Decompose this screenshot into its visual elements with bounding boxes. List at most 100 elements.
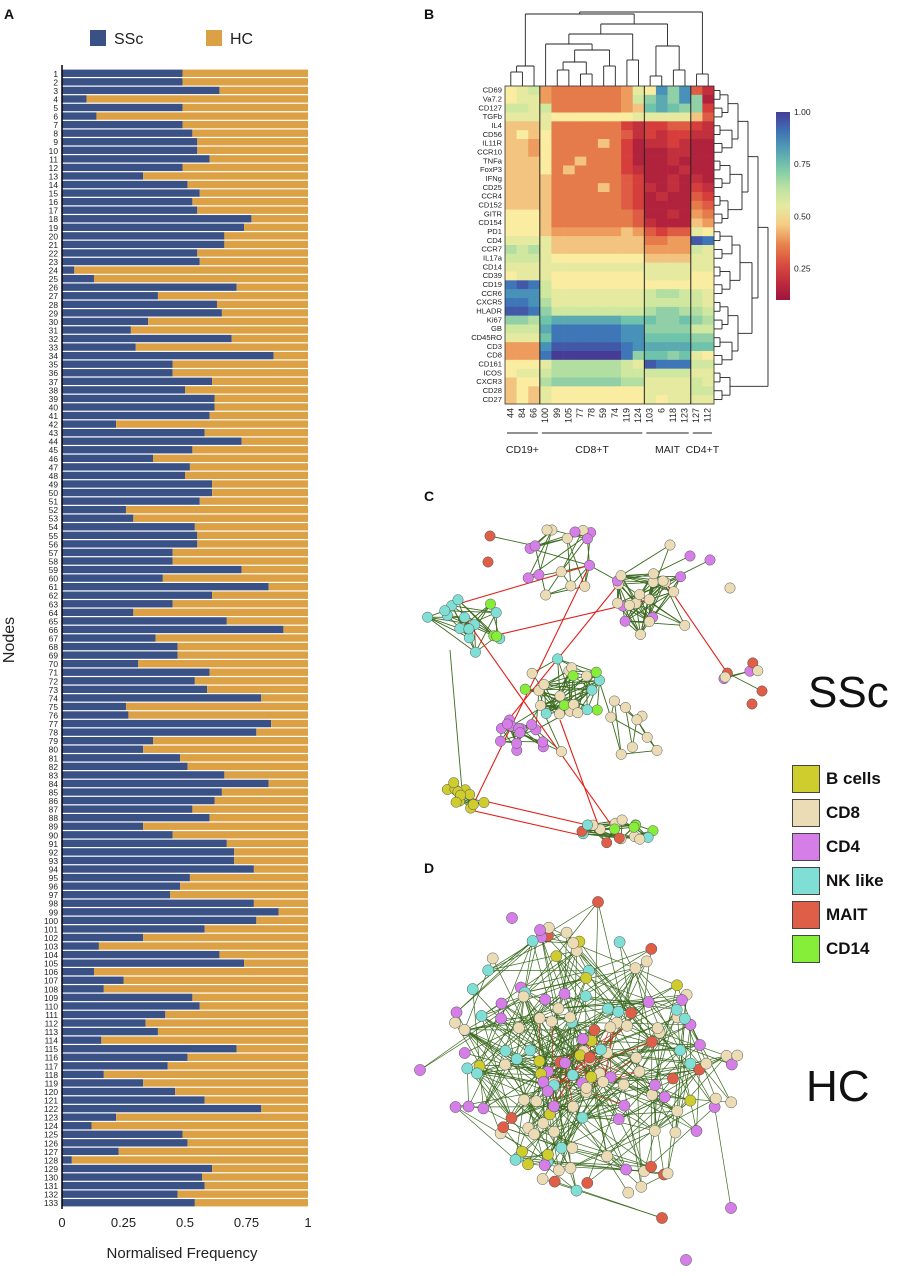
network-d-node <box>522 1158 534 1171</box>
network-c-edge <box>621 749 658 755</box>
network-c-node <box>478 797 490 808</box>
heatmap-cell-CD19-100 <box>539 280 552 290</box>
y-tick-label-11: 11 <box>49 154 58 164</box>
bar-ssc-node-17 <box>62 206 198 214</box>
bar-hc-node-82 <box>187 762 308 771</box>
network-d-edge <box>419 996 524 1071</box>
y-tick-label-34: 34 <box>49 351 59 361</box>
bar-hc-node-7 <box>182 120 308 129</box>
bar-hc-node-22 <box>197 249 308 257</box>
heatmap-cell-CD161-112 <box>702 359 715 369</box>
network-c-red-edge <box>559 719 601 831</box>
heatmap-cell-GB-6 <box>655 324 668 334</box>
heatmap-cell-CCR10-100 <box>539 147 552 157</box>
heatmap-cell-CD152-123 <box>679 200 692 210</box>
heatmap-cell-CD27-77 <box>574 395 587 405</box>
network-d-node <box>541 1085 554 1098</box>
bar-ssc-node-73 <box>62 685 208 694</box>
y-tick-label-10: 10 <box>49 146 59 156</box>
network-d-node <box>471 1067 483 1080</box>
heatmap-cell-CD127-77 <box>574 103 587 113</box>
network-c-node <box>558 699 570 711</box>
y-tick-label-25: 25 <box>49 274 59 284</box>
bar-hc-node-94 <box>253 865 308 873</box>
network-d-node <box>537 1117 550 1130</box>
heatmap-cell-CD25-66 <box>528 183 541 193</box>
network-d-edge <box>468 992 526 1107</box>
bar-ssc-node-42 <box>62 420 117 428</box>
heatmap-cell-CD25-105 <box>563 183 575 193</box>
heatmap-cell-IFNg-123 <box>679 174 692 184</box>
heatmap-cell-IFNg-119 <box>621 174 634 184</box>
panel-c-network-ssc <box>422 524 768 849</box>
heatmap-cell-CXCR5-44 <box>505 298 517 308</box>
network-d-node <box>690 1125 703 1137</box>
heatmap-cell-CD25-84 <box>516 183 529 193</box>
network-c-node <box>605 711 617 723</box>
heatmap-cell-CD27-123 <box>679 395 692 405</box>
heatmap-col-label-100: 100 <box>540 408 550 423</box>
heatmap-cell-CD56-119 <box>621 130 634 140</box>
heatmap-cell-CD161-105 <box>563 359 575 369</box>
heatmap-cell-GB-123 <box>679 324 692 334</box>
heatmap-cell-CD8-124 <box>632 351 645 361</box>
heatmap-cell-CXCR3-127 <box>690 377 703 387</box>
heatmap-cell-CXCR3-119 <box>621 377 634 387</box>
heatmap-cell-CCR6-105 <box>563 289 575 299</box>
heatmap-cell-Ki67-44 <box>505 315 517 325</box>
network-c-node <box>613 832 625 844</box>
bar-ssc-node-93 <box>62 856 235 865</box>
heatmap-cell-IL4-112 <box>702 121 715 131</box>
network-c-node <box>535 700 547 712</box>
y-tick-label-8: 8 <box>53 129 58 139</box>
bar-hc-node-114 <box>101 1036 308 1044</box>
network-c-edge <box>613 700 622 755</box>
network-d-node <box>486 952 499 965</box>
bar-ssc-node-129 <box>62 1164 213 1173</box>
network-d-node <box>577 1033 589 1045</box>
heatmap-cell-CXCR3-123 <box>679 377 692 387</box>
y-tick-label-18: 18 <box>49 214 59 224</box>
network-d-node <box>612 1113 625 1126</box>
heatmap-cell-CD45RO-6 <box>655 333 668 343</box>
y-tick-label-84: 84 <box>49 779 59 789</box>
heatmap-cell-IL4-123 <box>679 121 692 131</box>
bar-hc-node-111 <box>165 1010 308 1019</box>
heatmap-cell-TNFa-74 <box>609 156 622 166</box>
network-d-edge <box>654 1069 700 1132</box>
heatmap-cell-CD27-78 <box>586 395 599 405</box>
heatmap-cell-PD1-119 <box>621 227 634 237</box>
network-d-edge <box>539 1001 649 1019</box>
bar-ssc-node-116 <box>62 1053 188 1061</box>
heatmap-cell-FoxP3-112 <box>702 165 715 175</box>
y-tick-label-29: 29 <box>49 308 59 318</box>
network-d-node <box>680 1254 692 1266</box>
bar-ssc-node-106 <box>62 968 94 976</box>
network-d-node <box>482 964 495 977</box>
x-tick-label-0: 0 <box>58 1215 65 1230</box>
heatmap-row-label-CD28: CD28 <box>483 386 502 395</box>
heatmap-group-label-3: CD4+T <box>686 444 720 456</box>
bar-hc-node-84 <box>268 779 308 788</box>
heatmap-cell-CD14-78 <box>586 262 599 272</box>
heatmap-cell-CD56-84 <box>516 130 529 140</box>
heatmap-cell-GITR-99 <box>551 209 564 219</box>
network-d-edge <box>551 1021 592 1078</box>
heatmap-cell-TNFa-44 <box>505 156 517 166</box>
heatmap-cell-CD3-119 <box>621 342 634 352</box>
network-c-node <box>619 615 631 627</box>
heatmap-cell-CCR10-77 <box>574 147 587 157</box>
network-d-edge <box>547 995 587 1072</box>
y-tick-label-87: 87 <box>49 805 59 815</box>
heatmap-cell-TNFa-119 <box>621 156 634 166</box>
heatmap-cell-CD28-74 <box>609 386 622 396</box>
heatmap-cell-IL11R-105 <box>563 139 575 149</box>
y-tick-label-15: 15 <box>49 189 59 199</box>
bar-ssc-node-43 <box>62 428 205 437</box>
heatmap-cell-CD152-118 <box>667 200 680 210</box>
network-d-node <box>449 1016 461 1029</box>
network-d-node <box>583 1051 596 1064</box>
network-c-condition-label: SSc <box>808 668 889 717</box>
y-tick-label-7: 7 <box>53 120 58 130</box>
heatmap-cell-GB-119 <box>621 324 634 334</box>
